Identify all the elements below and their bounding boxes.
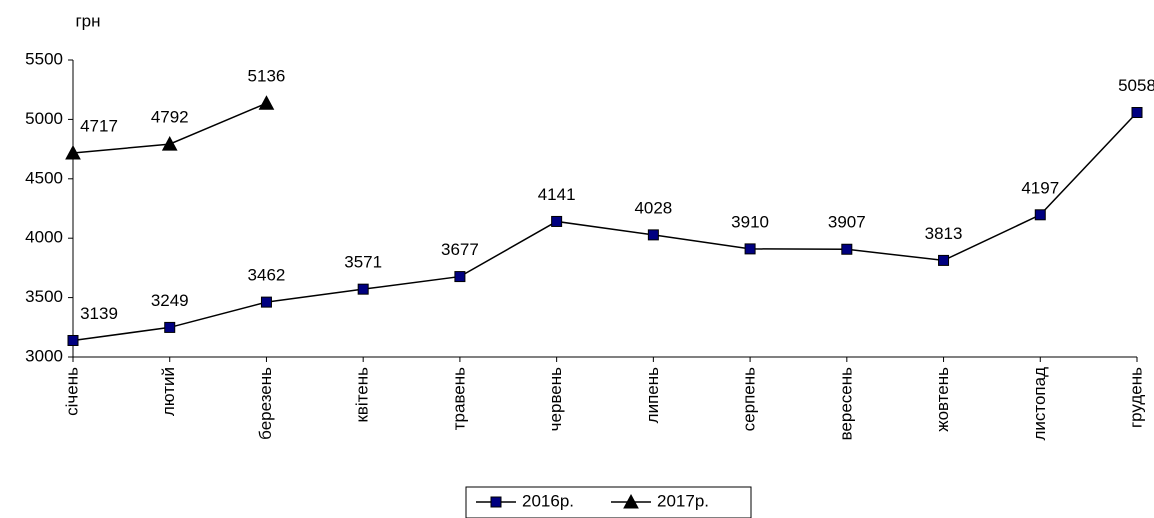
data-label: 3907 [828, 213, 866, 232]
data-label: 3139 [80, 304, 118, 323]
series-line [72, 111, 1138, 342]
data-label: 3249 [151, 291, 189, 310]
point [1131, 107, 1143, 119]
y-tick-label: 3000 [25, 346, 63, 365]
x-tick-label: вересень [836, 367, 855, 441]
x-tick-label: січень [62, 367, 81, 416]
y-axis-label: грн [75, 11, 100, 30]
point [938, 254, 950, 266]
y-tick-label: 5500 [25, 49, 63, 68]
data-label: 5136 [248, 67, 286, 86]
x-tick-label: грудень [1126, 367, 1145, 428]
point [161, 136, 178, 151]
legend-marker [490, 496, 502, 508]
x-tick-label: травень [449, 367, 468, 430]
legend-label: 2016р. [522, 491, 574, 510]
data-label: 4028 [634, 198, 672, 217]
point [647, 229, 659, 241]
data-label: 3462 [248, 266, 286, 285]
data-label: 3910 [731, 212, 769, 231]
legend-marker [623, 493, 639, 509]
x-tick-label: липень [643, 367, 662, 423]
x-tick-label: березень [256, 367, 275, 440]
y-tick-label: 3500 [25, 287, 63, 306]
y-tick-label: 4500 [25, 168, 63, 187]
y-tick-label: 5000 [25, 109, 63, 128]
point [164, 321, 176, 333]
data-label: 4197 [1021, 178, 1059, 197]
x-tick-label: квітень [353, 367, 372, 423]
data-label: 4141 [538, 185, 576, 204]
y-tick-label: 4000 [25, 228, 63, 247]
data-label: 4792 [151, 108, 189, 127]
point [67, 334, 79, 346]
point [258, 95, 275, 110]
x-tick-label: листопад [1030, 367, 1049, 441]
data-label: 3571 [344, 253, 382, 272]
point [744, 243, 756, 255]
point [551, 215, 563, 227]
x-tick-label: червень [546, 367, 565, 431]
legend-label: 2017р. [657, 491, 709, 510]
x-tick-label: лютий [159, 367, 178, 416]
point [65, 144, 81, 160]
point [454, 271, 466, 283]
point [260, 296, 272, 308]
data-label: 5058 [1118, 76, 1154, 95]
data-label: 3813 [925, 224, 963, 243]
x-tick-label: жовтень [933, 367, 952, 432]
point [841, 243, 853, 255]
x-tick-label: серпень [740, 367, 759, 431]
point [1034, 209, 1046, 221]
point [357, 283, 369, 295]
data-label: 3677 [441, 240, 479, 259]
data-label: 4717 [80, 117, 118, 136]
